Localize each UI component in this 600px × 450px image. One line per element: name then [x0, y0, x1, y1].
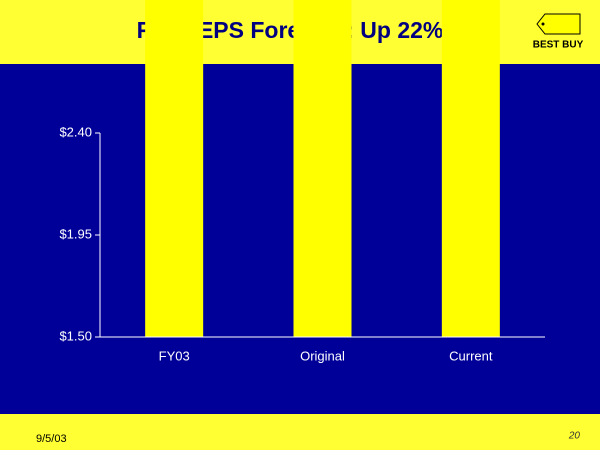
x-tick-label: Original	[300, 348, 345, 363]
x-tick-label: FY03	[159, 348, 190, 363]
bar-segment	[441, 0, 500, 338]
logo-text: BEST BUY	[533, 40, 584, 51]
slide-date: 9/5/03	[36, 433, 67, 445]
logo-tag	[536, 13, 581, 35]
y-tick-label: $1.95	[59, 226, 92, 241]
page-number: 20	[568, 431, 581, 442]
bar-segment	[293, 0, 352, 338]
bar-segment	[145, 0, 204, 338]
logo-hole	[541, 22, 545, 26]
y-tick-label: $2.40	[59, 124, 92, 139]
x-tick-label: Current	[449, 348, 493, 363]
y-tick-label: $1.50	[59, 328, 92, 343]
